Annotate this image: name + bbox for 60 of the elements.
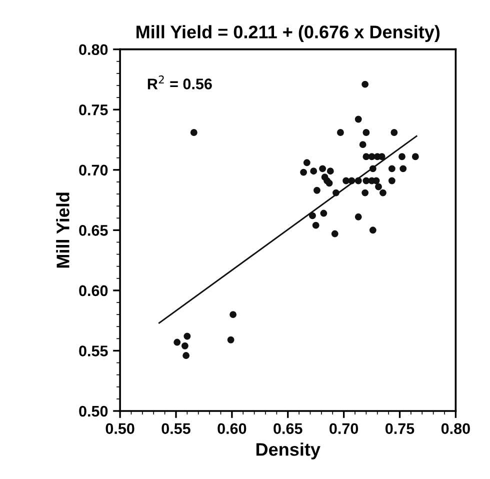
x-tick-label: 0.65	[274, 423, 302, 434]
point	[388, 165, 396, 172]
point	[230, 311, 237, 318]
point	[190, 129, 198, 136]
point	[390, 129, 398, 136]
x-tick-label: 0.60	[218, 423, 246, 434]
point	[332, 189, 340, 196]
point	[362, 153, 370, 160]
point	[310, 168, 318, 175]
point	[369, 165, 376, 172]
point	[336, 129, 344, 136]
point	[300, 168, 308, 176]
point	[319, 165, 326, 172]
point	[388, 177, 396, 184]
point	[354, 213, 362, 220]
x-axis-title: Density	[256, 442, 320, 460]
point	[362, 177, 370, 184]
point	[326, 180, 333, 187]
x-tick-label: 0.50	[106, 423, 134, 434]
chart-title: Mill Yield = 0.211 + (0.676 x Density)	[136, 25, 440, 42]
point	[326, 168, 334, 175]
y-tick-label: 0.60	[79, 285, 108, 296]
point	[174, 338, 181, 346]
point	[331, 230, 338, 238]
point	[184, 332, 191, 340]
point	[342, 177, 350, 184]
point	[354, 177, 362, 184]
point	[362, 189, 369, 196]
point	[369, 226, 376, 234]
annotation: R$^{2}$ = 0.56	[148, 75, 212, 90]
point	[181, 342, 188, 350]
point	[354, 116, 362, 123]
point	[320, 210, 328, 217]
point	[303, 159, 310, 166]
point	[362, 80, 369, 88]
point	[359, 141, 366, 148]
point	[380, 189, 386, 196]
point	[375, 183, 382, 190]
point	[348, 177, 356, 184]
y-axis-title: Mill Yield	[56, 192, 70, 268]
point	[362, 129, 370, 136]
y-tick-label: 0.80	[79, 44, 108, 56]
point	[412, 153, 419, 160]
point	[309, 212, 316, 220]
y-tick-label: 0.50	[79, 406, 108, 417]
y-tick-label: 0.75	[79, 104, 108, 116]
point	[400, 165, 407, 172]
point	[182, 352, 190, 359]
x-tick-label: 0.55	[162, 423, 190, 434]
x-tick-label: 0.70	[330, 423, 358, 434]
y-tick-label: 0.70	[79, 164, 108, 176]
point	[313, 186, 320, 194]
point	[398, 153, 406, 160]
point	[227, 336, 234, 344]
y-tick-label: 0.65	[79, 225, 108, 236]
point	[312, 222, 320, 229]
x-tick-label: 0.75	[385, 423, 414, 434]
y-tick-label: 0.55	[79, 346, 108, 356]
x-tick-label: 0.80	[441, 423, 470, 434]
point	[368, 153, 376, 160]
